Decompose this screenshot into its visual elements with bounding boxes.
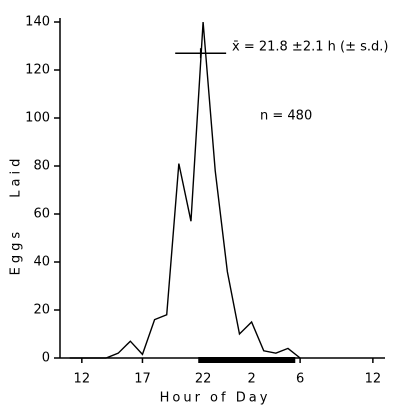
y-tick-label: 0 bbox=[42, 351, 50, 366]
y-tick-label: 120 bbox=[25, 63, 50, 78]
x-tick-label: 12 bbox=[74, 372, 91, 387]
x-tick-label: 12 bbox=[365, 372, 382, 387]
y-axis-label: Eggs Laid bbox=[9, 155, 24, 276]
x-tick-label: 2 bbox=[247, 372, 255, 387]
y-tick-label: 60 bbox=[33, 207, 50, 222]
y-tick-label: 100 bbox=[25, 111, 50, 126]
dark-period bbox=[198, 357, 296, 363]
x-tick-label: 22 bbox=[195, 372, 212, 387]
n-annotation: n = 480 bbox=[260, 109, 312, 124]
x-tick-label: 17 bbox=[134, 372, 151, 387]
x-tick-label: 6 bbox=[296, 372, 304, 387]
x-axis-label: Hour of Day bbox=[160, 391, 271, 406]
mean-annotation: x̄ = 21.8 ±2.1 h (± s.d.) bbox=[232, 40, 388, 55]
data-line bbox=[69, 21, 301, 359]
y-tick-label: 80 bbox=[33, 159, 50, 174]
y-tick-label: 140 bbox=[25, 15, 50, 30]
y-tick-label: 40 bbox=[33, 255, 50, 270]
y-tick-label: 20 bbox=[33, 303, 50, 318]
